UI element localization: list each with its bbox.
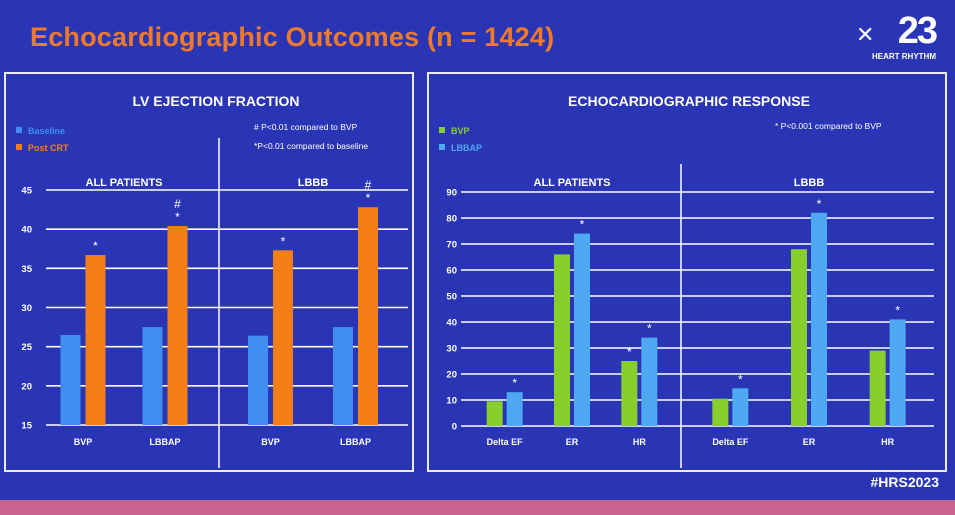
significance-mark: *: [627, 345, 632, 359]
y-tick-label: 50: [446, 292, 457, 303]
bar: [273, 250, 293, 425]
legend-swatch: [16, 144, 22, 150]
significance-mark: *: [817, 197, 822, 211]
echo-response-panel: ECHOCARDIOGRAPHIC RESPONSE BVP LBBAP * P<0.…: [427, 72, 947, 472]
chart-note: *P<0.01 compared to baseline: [254, 141, 368, 151]
group-label: LBBB: [298, 177, 329, 189]
bar: [811, 212, 827, 426]
category-label: ER: [566, 437, 579, 447]
heart-icon: ✕: [856, 22, 875, 47]
legend-label: BVP: [451, 126, 470, 136]
y-tick-label: 90: [446, 188, 457, 199]
bar: [621, 361, 638, 426]
legend-label: LBBAP: [451, 143, 482, 153]
y-tick-label: 20: [21, 381, 32, 392]
y-tick-label: 30: [21, 303, 32, 314]
legend-swatch: [16, 127, 22, 133]
bar: [732, 388, 749, 426]
significance-mark: *: [895, 303, 900, 317]
bar: [248, 335, 268, 425]
y-tick-label: 10: [446, 396, 457, 407]
y-tick-label: 40: [446, 318, 457, 329]
y-tick-label: 25: [21, 342, 32, 353]
category-label: ER: [803, 437, 816, 447]
chart-note: * P<0.001 compared to BVP: [775, 121, 882, 131]
logo-text: HEART RHYTHM: [872, 52, 936, 61]
lv-ef-panel: LV EJECTION FRACTION Baseline Post CRT # P<…: [4, 72, 414, 472]
y-tick-label: 40: [21, 225, 32, 236]
y-tick-label: 20: [446, 370, 457, 381]
bar: [60, 334, 81, 425]
significance-mark: *: [580, 218, 585, 232]
chart-title: LV EJECTION FRACTION: [133, 93, 300, 109]
bar: [333, 327, 353, 425]
bar: [506, 392, 523, 426]
significance-mark: #: [365, 178, 372, 192]
hashtag: #HRS2023: [870, 474, 940, 490]
category-label: LBBAP: [150, 437, 181, 447]
y-tick-label: 35: [21, 264, 32, 275]
group-label: ALL PATIENTS: [86, 177, 163, 189]
y-tick-label: 0: [452, 422, 457, 433]
bottom-strip: [0, 500, 955, 515]
legend-label: Post CRT: [28, 143, 69, 153]
hrs-logo: ✕ 23 HEART RHYTHM: [856, 8, 938, 64]
bar: [791, 249, 807, 426]
y-tick-label: 15: [21, 421, 32, 432]
bar: [85, 255, 106, 425]
bar: [869, 350, 886, 426]
category-label: BVP: [74, 437, 93, 447]
category-label: Delta EF: [487, 437, 524, 447]
slide-title: Echocardiographic Outcomes (n = 1424): [30, 22, 555, 52]
significance-mark: *: [366, 191, 371, 205]
category-label: BVP: [261, 437, 280, 447]
group-label: LBBB: [794, 177, 825, 189]
category-label: HR: [881, 437, 894, 447]
y-tick-label: 80: [446, 214, 457, 225]
chart-note: # P<0.01 compared to BVP: [254, 122, 358, 132]
group-label: ALL PATIENTS: [534, 177, 611, 189]
category-label: Delta EF: [712, 437, 749, 447]
bar: [641, 337, 658, 426]
significance-mark: *: [281, 234, 286, 248]
significance-mark: *: [175, 210, 180, 224]
legend-swatch: [439, 127, 445, 133]
significance-mark: *: [93, 239, 98, 253]
significance-mark: *: [647, 322, 652, 336]
bar: [358, 207, 378, 425]
lv-ef-chart: LV EJECTION FRACTION Baseline Post CRT # P<…: [16, 93, 408, 468]
bar: [712, 398, 729, 426]
bar: [167, 226, 188, 425]
y-tick-label: 45: [21, 186, 32, 197]
bar: [554, 254, 570, 426]
category-label: HR: [633, 437, 646, 447]
significance-mark: #: [174, 197, 181, 211]
category-label: LBBAP: [340, 437, 371, 447]
legend-label: Baseline: [28, 126, 65, 136]
chart-title: ECHOCARDIOGRAPHIC RESPONSE: [568, 93, 810, 109]
y-tick-label: 60: [446, 266, 457, 277]
logo-year: 23: [897, 10, 938, 52]
bar: [574, 233, 590, 426]
bar: [142, 327, 163, 425]
bar: [889, 319, 906, 426]
significance-mark: *: [738, 372, 743, 386]
bar: [486, 401, 503, 426]
echo-response-chart: ECHOCARDIOGRAPHIC RESPONSE BVP LBBAP * P<0.…: [439, 93, 934, 468]
legend-swatch: [439, 144, 445, 150]
significance-mark: *: [512, 376, 517, 390]
y-tick-label: 70: [446, 240, 457, 251]
y-tick-label: 30: [446, 344, 457, 355]
